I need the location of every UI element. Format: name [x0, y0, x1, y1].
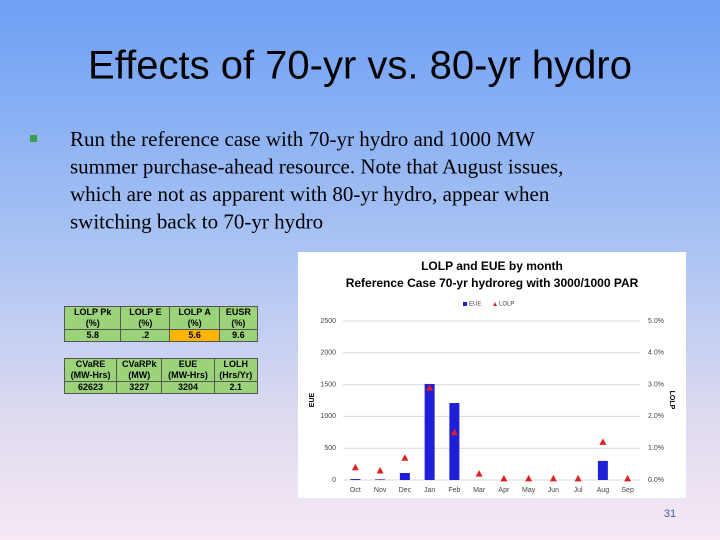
y2-tick-label: 4.0%	[648, 350, 664, 357]
slide-title: Effects of 70-yr vs. 80-yr hydro	[88, 44, 632, 88]
marker	[450, 428, 458, 436]
table-cell: (MW-Hrs)	[63, 370, 118, 382]
legend-label: EUE	[469, 302, 481, 308]
marker	[475, 470, 483, 477]
marker	[525, 474, 533, 482]
table-cell: 3227	[116, 381, 163, 394]
x-tick-label: Dec	[399, 487, 412, 494]
table-cell: 9.6	[218, 329, 259, 342]
table-cell: (Hrs/Yr)	[213, 370, 259, 382]
bullet-text: which are not as apparent with 80-yr hyd…	[70, 182, 550, 206]
legend-swatch	[493, 302, 497, 306]
x-tick-label: Sep	[621, 487, 634, 494]
marker	[624, 474, 632, 482]
x-tick-label: Mar	[473, 487, 486, 494]
x-tick-label: Apr	[498, 487, 510, 494]
y2-tick-label: 2.0%	[648, 413, 664, 420]
marker	[549, 474, 557, 482]
x-tick-label: Feb	[448, 487, 460, 494]
bar	[424, 383, 435, 480]
table-cell: EUE	[161, 358, 215, 370]
metrics-table: CVaRE CVaRPk EUE LOLH (MW-Hrs) (MW) (MW-Hrs) (H…	[63, 358, 259, 394]
table-cell: 62623	[63, 381, 118, 394]
legend-label: LOLP	[499, 302, 514, 308]
x-tick-label: Oct	[350, 487, 361, 494]
table-cell: .2	[120, 329, 171, 342]
bullet-text: summer purchase-ahead resource. Note tha…	[70, 154, 563, 178]
x-tick-label: Jan	[424, 487, 435, 494]
y2-tick-label: 5.0%	[648, 318, 664, 325]
table-cell: (MW-Hrs)	[161, 370, 215, 382]
bar	[449, 403, 460, 480]
table-cell: CVaRPk	[116, 358, 163, 370]
marker	[574, 474, 582, 482]
table-cell: 5.6	[169, 329, 220, 342]
x-tick-label: Jul	[574, 487, 583, 494]
y-tick-label: 500	[324, 445, 336, 452]
table-cell: 5.8	[63, 329, 122, 342]
y2-tick-label: 3.0%	[648, 381, 664, 388]
y-tick-label: 1000	[320, 413, 336, 420]
bullet-text: Run the reference case with 70-yr hydro …	[70, 127, 535, 151]
marker	[376, 466, 384, 474]
table-cell: LOLP A	[169, 306, 220, 318]
bar	[597, 460, 608, 480]
y2-tick-label: 0.0%	[648, 477, 664, 484]
marker	[426, 384, 434, 391]
y-tick-label: 1500	[320, 381, 336, 388]
x-tick-label: Nov	[374, 487, 387, 494]
table-cell: LOLH	[213, 358, 259, 370]
table-cell: EUSR	[218, 306, 259, 318]
marker	[351, 463, 359, 471]
legend-swatch	[463, 302, 467, 306]
table-cell: (%)	[120, 318, 171, 330]
table-cell: (MW)	[116, 370, 163, 382]
x-tick-label: May	[522, 487, 536, 494]
table-cell: 3204	[161, 381, 215, 394]
y2-tick-label: 1.0%	[648, 445, 664, 452]
y-axis-label: EUE	[309, 392, 316, 407]
y-tick-label: 2000	[320, 350, 336, 357]
table-cell: CVaRE	[63, 358, 118, 370]
chart-frame	[298, 252, 686, 498]
marker	[401, 454, 409, 461]
marker	[599, 438, 607, 445]
y-tick-label: 2500	[320, 318, 336, 325]
x-tick-label: Aug	[597, 487, 610, 494]
bullet-text: switching back to 70-yr hydro	[70, 209, 323, 233]
chart-title: LOLP and EUE by month	[421, 259, 563, 273]
bullet-icon	[30, 135, 37, 142]
table-cell: (%)	[218, 318, 259, 330]
bar	[375, 479, 386, 480]
metrics-table: LOLP Pk LOLP E LOLP A EUSR (%) (%) (%) (%) 5.8.2…	[63, 306, 259, 342]
table-cell: (%)	[63, 318, 122, 330]
page-number: 31	[664, 508, 676, 520]
bar	[399, 473, 410, 480]
bar	[350, 479, 361, 480]
table-cell: 2.1	[213, 381, 259, 394]
marker	[500, 474, 508, 482]
chart-subtitle: Reference Case 70-yr hydroreg with 3000/…	[346, 276, 639, 290]
table-cell: LOLP Pk	[63, 306, 122, 318]
table-cell: LOLP E	[120, 306, 171, 318]
y-tick-label: 0	[332, 477, 336, 484]
x-tick-label: Jun	[548, 487, 559, 494]
y2-axis-label: LOLP	[668, 391, 675, 410]
table-cell: (%)	[169, 318, 220, 330]
